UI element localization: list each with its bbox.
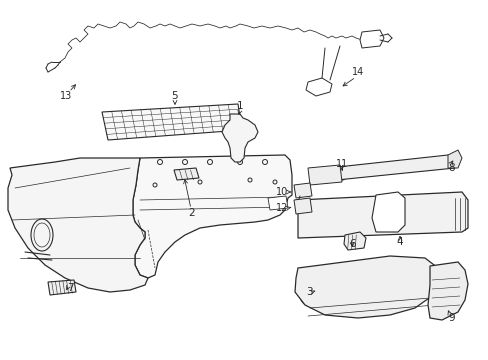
Polygon shape <box>293 198 311 214</box>
Text: 1: 1 <box>236 101 243 111</box>
Polygon shape <box>267 196 287 210</box>
Text: 10: 10 <box>275 187 287 197</box>
Text: 2: 2 <box>188 208 195 218</box>
Polygon shape <box>307 165 341 185</box>
Polygon shape <box>359 30 383 48</box>
Polygon shape <box>343 232 365 250</box>
Text: 4: 4 <box>396 237 403 247</box>
Text: 6: 6 <box>349 239 356 249</box>
Polygon shape <box>102 104 242 140</box>
Text: 3: 3 <box>305 287 312 297</box>
Polygon shape <box>297 192 467 238</box>
Polygon shape <box>427 262 467 320</box>
Polygon shape <box>447 150 461 168</box>
Polygon shape <box>48 280 76 295</box>
Text: 9: 9 <box>448 313 454 323</box>
Text: 5: 5 <box>171 91 178 101</box>
Polygon shape <box>222 114 258 162</box>
Text: 12: 12 <box>275 203 287 213</box>
Text: 14: 14 <box>351 67 364 77</box>
Polygon shape <box>293 183 311 198</box>
Polygon shape <box>309 155 454 182</box>
Text: 11: 11 <box>335 159 347 169</box>
Polygon shape <box>305 78 331 96</box>
Text: 13: 13 <box>60 91 72 101</box>
Polygon shape <box>371 192 404 232</box>
Text: 7: 7 <box>66 283 73 293</box>
Polygon shape <box>8 158 148 292</box>
Polygon shape <box>174 168 199 180</box>
Polygon shape <box>294 256 439 318</box>
Polygon shape <box>133 155 291 278</box>
Text: 8: 8 <box>448 163 454 173</box>
